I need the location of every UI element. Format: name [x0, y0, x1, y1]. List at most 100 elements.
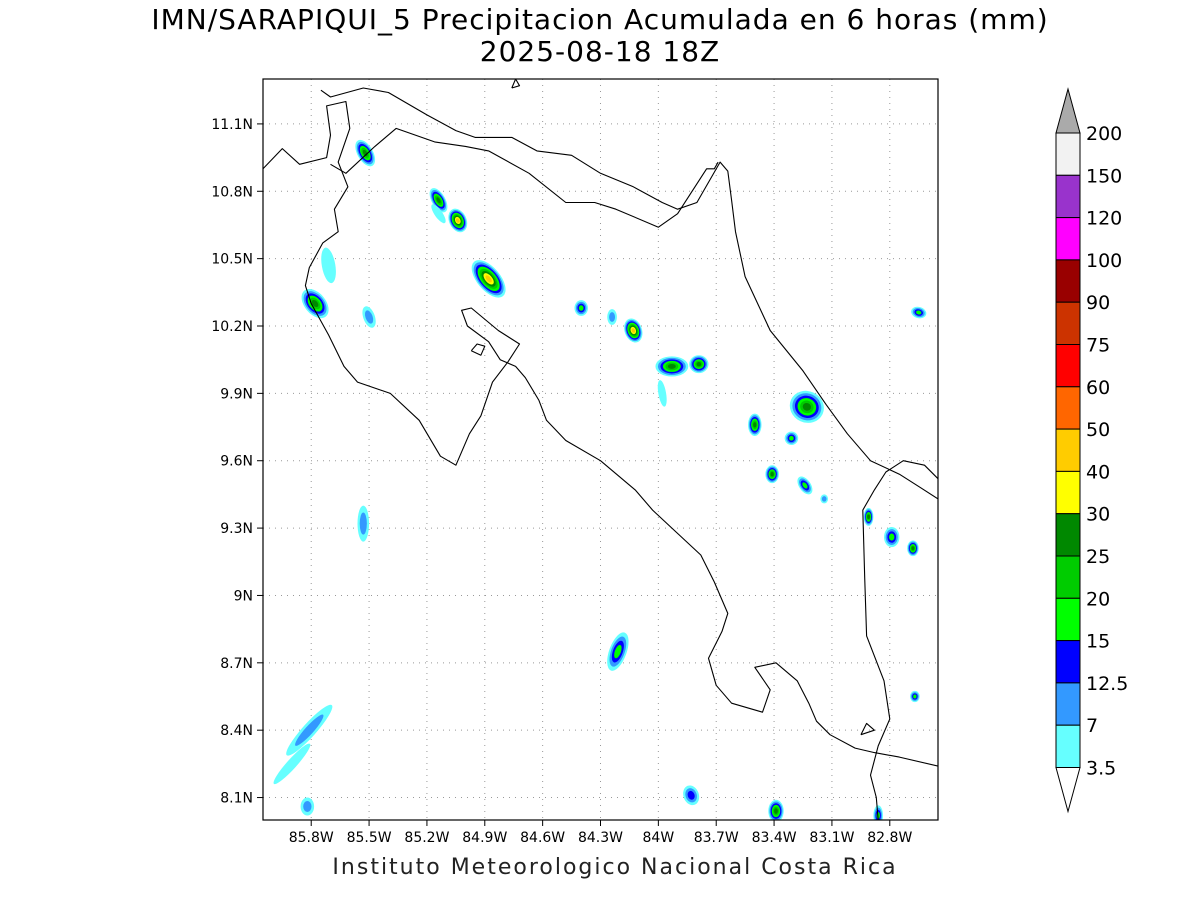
precip-cell [431, 204, 446, 224]
lat-tick-label: 8.4N [220, 723, 253, 739]
lon-tick-label: 82.8W [867, 830, 912, 846]
precip-cell [863, 507, 874, 526]
colorbar-swatch [1055, 259, 1081, 303]
coastline-burica [860, 722, 875, 736]
coastline-pacific [263, 100, 938, 767]
colorbar-swatch [1055, 513, 1081, 557]
lat-tick-label: 8.7N [220, 656, 253, 672]
precip-cell [655, 356, 689, 377]
precip-cell [624, 318, 643, 343]
colorbar-swatch [1055, 344, 1081, 388]
precip-cell [273, 743, 311, 785]
precip-cell [448, 208, 468, 233]
precip-cell [286, 704, 333, 756]
colorbar: 200 150 120 100 90 75 60 50 40 30 25 20 15 12.5 7 3.5 [1055, 87, 1128, 814]
precip-contour [667, 363, 676, 369]
precip-cell [768, 799, 784, 820]
colorbar-label: 20 [1086, 588, 1110, 610]
lat-tick-label: 10.8N [211, 184, 253, 200]
precip-contour [821, 496, 827, 502]
lon-tick-label: 83.4W [752, 830, 797, 846]
colorbar-label: 30 [1086, 504, 1110, 526]
footer-credit: Instituto Meteorologico Nacional Costa R… [332, 855, 898, 880]
precip-contour [774, 808, 778, 814]
colorbar-swatch [1055, 217, 1081, 261]
lat-tick-label: 8.1N [220, 791, 253, 807]
precip-contour [436, 197, 441, 204]
coastline-lake-island [511, 79, 521, 89]
precip-cell [765, 465, 779, 484]
map-frame [262, 78, 939, 821]
colorbar-swatch [1055, 724, 1081, 769]
precip-cell [910, 690, 920, 703]
colorbar-swatch [1055, 428, 1081, 472]
lat-tick-label: 10.2N [211, 319, 253, 335]
lat-tick-label: 9N [234, 588, 253, 604]
precip-cell [355, 139, 376, 167]
colorbar-label: 75 [1086, 335, 1110, 357]
colorbar-swatch [1055, 682, 1081, 726]
precipitation-field [273, 139, 927, 820]
precip-contour [913, 694, 917, 699]
colorbar-label: 200 [1086, 123, 1122, 145]
precip-cell [301, 288, 329, 319]
precip-contour [657, 380, 667, 407]
precip-contour [770, 472, 774, 477]
colorbar-swatch [1055, 470, 1081, 515]
precip-contour [431, 204, 446, 224]
precip-cell [574, 300, 588, 316]
precip-cell [429, 188, 448, 213]
map-title: IMN/SARAPIQUI_5 Precipitacion Acumulada … [151, 3, 1049, 36]
precip-contour [889, 533, 895, 541]
lat-tick-label: 9.9N [220, 386, 253, 402]
colorbar-swatch [1055, 597, 1081, 642]
precip-contour [359, 512, 367, 535]
precip-contour [311, 300, 319, 308]
colorbar-swatch [1055, 640, 1081, 684]
precip-contour [303, 801, 312, 813]
colorbar-label: 90 [1086, 292, 1110, 314]
precip-contour [364, 310, 374, 324]
precip-contour [295, 714, 324, 746]
axis-ticks: 85.8W 85.5W 85.2W 84.9W 84.6W 84.3W 84W 83.7W 83… [211, 117, 912, 846]
lon-tick-label: 85.8W [289, 830, 334, 846]
colorbar-under-arrow [1055, 767, 1081, 814]
precip-cell [784, 431, 799, 446]
map-date: 2025-08-18 18Z [479, 35, 721, 68]
colorbar-over-arrow [1055, 87, 1081, 134]
lon-tick-label: 84W [643, 830, 675, 846]
colorbar-swatch [1055, 301, 1081, 346]
precip-contour [578, 305, 584, 311]
colorbar-label: 40 [1086, 461, 1110, 483]
colorbar-label: 3.5 [1086, 758, 1116, 780]
lat-tick-label: 9.6N [220, 454, 253, 470]
precip-cell [607, 632, 629, 671]
precip-contour [916, 310, 922, 315]
precip-contour [485, 275, 492, 283]
colorbar-swatch [1055, 174, 1081, 219]
precip-contour [631, 328, 635, 333]
precip-cell [362, 306, 376, 328]
precip-cell [797, 476, 813, 495]
coastline-small-island [470, 343, 486, 356]
precip-contour [614, 644, 622, 659]
precip-cell [689, 355, 709, 374]
lat-tick-label: 9.3N [220, 521, 253, 537]
precip-contour [696, 361, 702, 367]
map-grid [263, 79, 938, 820]
precip-contour [687, 790, 695, 800]
precip-contour [789, 435, 794, 441]
precip-contour [273, 743, 311, 785]
coastline-caribbean [320, 87, 938, 500]
colorbar-swatch [1055, 132, 1081, 176]
coastline-border-south [862, 460, 938, 820]
precip-cell [911, 306, 927, 319]
lon-tick-label: 83.7W [694, 830, 739, 846]
coastline-border-north [330, 127, 719, 228]
precip-cell [907, 540, 919, 557]
precip-cell [657, 380, 667, 407]
precip-contour [609, 312, 616, 322]
colorbar-label: 100 [1086, 250, 1122, 272]
lon-tick-label: 84.3W [578, 830, 623, 846]
coastline-layer [263, 79, 938, 820]
